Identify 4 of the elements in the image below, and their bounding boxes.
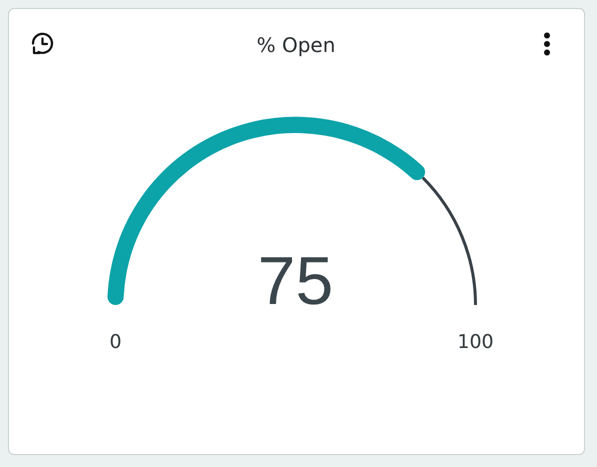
- text: 100: [456, 330, 495, 355]
- text: 0: [108, 330, 123, 355]
- data-label: 75: [256, 242, 334, 321]
- text: % Open: [256, 32, 336, 59]
